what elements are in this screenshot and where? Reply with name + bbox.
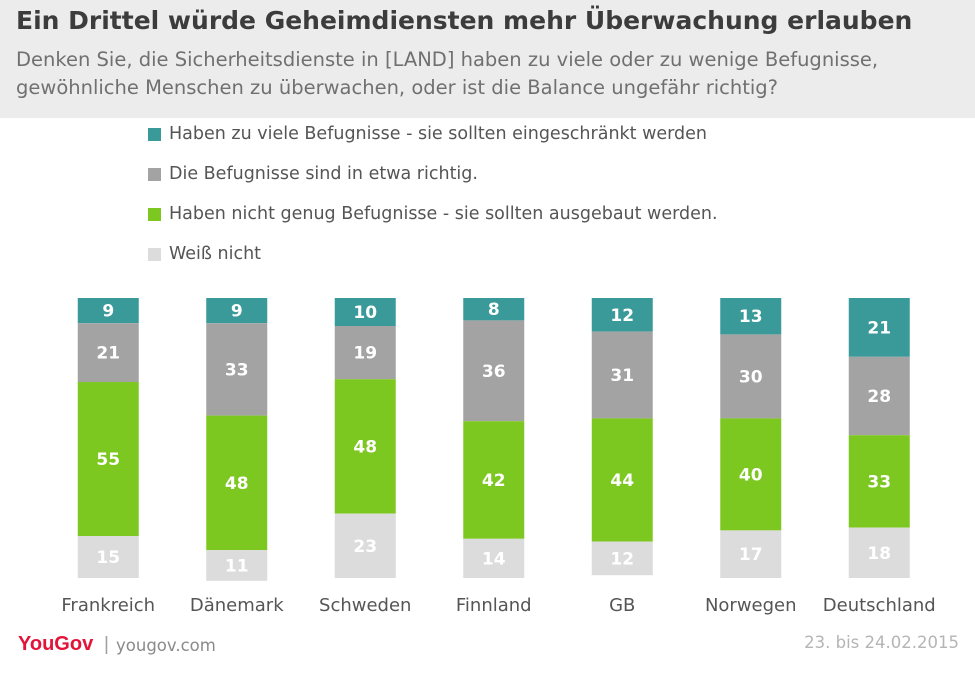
bar-segment-about-right (463, 320, 525, 422)
data-label-dont-know: 12 (610, 549, 634, 569)
category-label: Dänemark (190, 595, 284, 616)
legend-item-too-many: Haben zu viele Befugnisse - sie sollten … (148, 118, 707, 150)
bar-segment-about-right (848, 356, 910, 436)
category-label: Frankreich (61, 595, 155, 616)
footer-website: yougov.com (116, 636, 216, 655)
data-label-dont-know: 11 (225, 556, 249, 576)
bar-segment-dont-know (848, 527, 910, 578)
bar-segment-not-enough (591, 418, 653, 542)
bar-segment-about-right (206, 323, 268, 416)
bar-segment-about-right (591, 331, 653, 419)
bar-segment-too-many (463, 298, 525, 321)
bar-segment-dont-know (463, 538, 525, 578)
data-label-too-many: 12 (610, 306, 634, 326)
bar-segment-about-right (720, 334, 782, 419)
bar-segment-dont-know (720, 530, 782, 578)
data-label-not-enough: 33 (867, 472, 891, 492)
bar-segment-too-many (206, 298, 268, 324)
data-label-about-right: 36 (482, 362, 506, 382)
bar-segment-dont-know (206, 550, 268, 581)
category-label: GB (609, 595, 635, 616)
bar-segment-too-many (720, 298, 782, 335)
bar-segment-not-enough (463, 421, 525, 539)
data-label-too-many: 21 (867, 318, 891, 338)
survey-date: 23. bis 24.02.2015 (804, 633, 959, 652)
bar-segment-not-enough (848, 435, 910, 528)
data-label-too-many: 9 (102, 302, 114, 322)
chart-subtitle: Denken Sie, die Sicherheitsdienste in [L… (16, 48, 879, 99)
bar-segment-too-many (848, 298, 910, 357)
data-label-about-right: 19 (353, 344, 377, 364)
footer-separator: | (104, 634, 109, 655)
data-label-dont-know: 18 (867, 544, 891, 564)
legend-item-about-right: Die Befugnisse sind in etwa richtig. (148, 158, 478, 190)
bar-segment-about-right (334, 326, 396, 380)
data-label-about-right: 21 (96, 344, 120, 364)
bar-segment-not-enough (77, 382, 139, 536)
bar-segment-not-enough (720, 418, 782, 531)
data-label-not-enough: 40 (739, 465, 763, 485)
data-label-dont-know: 17 (739, 545, 763, 565)
bar-segment-too-many (77, 298, 139, 324)
legend-label-dont-know: Weiß nicht (169, 244, 262, 264)
yougov-logo: YouGov (18, 633, 94, 655)
data-label-dont-know: 23 (353, 537, 377, 557)
data-label-dont-know: 14 (482, 549, 506, 569)
legend-label-not-enough: Haben nicht genug Befugnisse - sie sollt… (169, 204, 718, 224)
bar-segment-about-right (77, 323, 139, 382)
legend-swatch-not-enough (148, 207, 161, 221)
legend-label-about-right: Die Befugnisse sind in etwa richtig. (169, 164, 478, 184)
data-label-about-right: 31 (610, 366, 634, 386)
bar-segment-too-many (334, 298, 396, 326)
data-label-not-enough: 48 (225, 474, 249, 494)
legend-swatch-dont-know (148, 247, 161, 261)
data-label-about-right: 33 (225, 360, 249, 380)
bar-segment-dont-know (77, 536, 139, 578)
data-label-about-right: 30 (739, 367, 763, 387)
data-label-too-many: 13 (739, 307, 763, 327)
legend-swatch-about-right (148, 167, 161, 181)
category-label: Finnland (456, 595, 532, 616)
category-label: Norwegen (705, 595, 797, 616)
data-label-about-right: 28 (867, 387, 891, 407)
legend-swatch-too-many (148, 127, 161, 141)
data-label-not-enough: 44 (610, 471, 634, 491)
bar-segment-not-enough (206, 415, 268, 550)
data-label-too-many: 8 (488, 300, 500, 320)
legend-label-too-many: Haben zu viele Befugnisse - sie sollten … (169, 124, 708, 144)
bar-segment-dont-know (334, 513, 396, 578)
chart-title: Ein Drittel würde Geheimdiensten mehr Üb… (16, 6, 913, 35)
data-label-too-many: 10 (353, 303, 377, 323)
data-label-dont-know: 15 (96, 548, 120, 568)
category-label: Schweden (319, 595, 411, 616)
header-band: Ein Drittel würde Geheimdiensten mehr Üb… (0, 0, 975, 118)
bar-segment-not-enough (334, 379, 396, 514)
category-label: Deutschland (823, 595, 936, 616)
data-label-not-enough: 48 (353, 437, 377, 457)
data-label-not-enough: 55 (96, 450, 120, 470)
legend-item-not-enough: Haben nicht genug Befugnisse - sie sollt… (148, 198, 718, 230)
data-label-not-enough: 42 (482, 471, 506, 491)
legend-item-dont-know: Weiß nicht (148, 238, 261, 270)
bar-segment-too-many (591, 298, 653, 332)
bar-segment-dont-know (591, 541, 653, 576)
data-label-too-many: 9 (231, 302, 243, 322)
